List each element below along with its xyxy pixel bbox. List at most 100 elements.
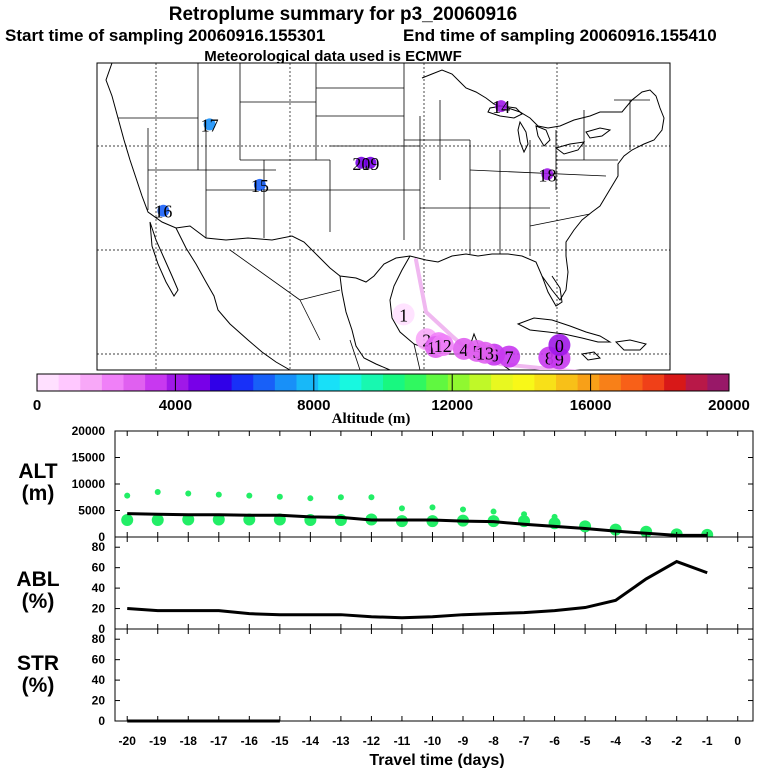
alt-data-point xyxy=(124,492,131,499)
plume-label: 7 xyxy=(505,348,514,368)
plume-marker xyxy=(431,334,454,357)
x-tick-label: -16 xyxy=(241,734,259,748)
x-tick-label: -1 xyxy=(702,734,713,748)
colorbar-tick-label: 16000 xyxy=(570,397,612,414)
plume-marker xyxy=(157,204,170,217)
abl-ytick-label: 40 xyxy=(92,581,106,595)
plume-marker xyxy=(364,156,377,169)
colorbar-cell xyxy=(447,374,470,391)
abl-ytick-label: 80 xyxy=(92,540,106,554)
alt-ytick-label: 10000 xyxy=(72,477,106,491)
abl-ytick-label: 60 xyxy=(92,561,106,575)
x-tick-label: -6 xyxy=(549,734,560,748)
str-ytick-label: 0 xyxy=(98,714,105,728)
str-ytick-label: 60 xyxy=(92,653,106,667)
alt-data-point xyxy=(398,505,405,512)
colorbar-cell xyxy=(577,374,600,391)
alt-data-point xyxy=(460,506,466,513)
plume-label: 14 xyxy=(492,97,510,117)
colorbar-tick-label: 0 xyxy=(33,397,41,414)
x-tick-label: -11 xyxy=(394,734,411,748)
start-time-label: Start time of sampling 20060916.155301 xyxy=(5,26,325,45)
str-ytick-label: 20 xyxy=(92,694,106,708)
plume-label: 13 xyxy=(476,344,494,364)
plume-label: 17 xyxy=(201,115,219,135)
colorbar-cell xyxy=(123,374,146,391)
plume-label: 4 xyxy=(459,340,468,360)
alt-panel: ALT (m) 0 5000 10000 15000 20000 xyxy=(18,424,754,544)
colorbar-cell xyxy=(469,374,492,391)
x-tick-label: -7 xyxy=(519,734,530,748)
plume-marker xyxy=(203,118,216,131)
alt-data-point xyxy=(154,488,161,495)
plume-label: 0 xyxy=(555,336,564,356)
abl-ytick-label: 20 xyxy=(92,602,106,616)
alt-ytick-label: 15000 xyxy=(72,451,106,465)
str-ylabel-line1: STR xyxy=(17,652,59,675)
map-graticule xyxy=(97,63,670,370)
str-ylabel-line2: (%) xyxy=(22,674,55,697)
colorbar-cell xyxy=(210,374,233,391)
alt-data-point xyxy=(121,514,134,527)
alt-data-point xyxy=(579,520,592,533)
plume-label: 2 xyxy=(422,330,431,350)
alt-median-line xyxy=(127,512,708,537)
abl-panel: ABL (%) 0 20 40 60 80 xyxy=(16,536,754,636)
plume-label: 16 xyxy=(154,202,172,222)
x-axis-ticks: -20 -19 -18 -17 -16 -15 -14 -13 -12 -11 -10 -9 -8 -7-… xyxy=(119,431,741,748)
alt-data-point xyxy=(521,511,528,518)
x-tick-label: -8 xyxy=(488,734,499,748)
colorbar-cell xyxy=(80,374,103,391)
x-tick-label: -20 xyxy=(119,734,137,748)
x-tick-label: -4 xyxy=(610,734,621,748)
plume-label: 1 xyxy=(399,305,408,325)
x-tick-label: -3 xyxy=(641,734,652,748)
alt-data-point xyxy=(185,490,192,497)
colorbar-cell xyxy=(145,374,168,391)
colorbar-cell xyxy=(37,374,60,391)
alt-data-point xyxy=(337,494,344,501)
time-series-panels: ALT (m) 0 5000 10000 15000 20000 ABL (%) 0 20… xyxy=(16,424,754,768)
x-tick-label: -2 xyxy=(671,734,682,748)
alt-data-point xyxy=(276,493,283,500)
colorbar-cell xyxy=(599,374,622,391)
alt-data-point xyxy=(182,513,195,526)
x-tick-label: -5 xyxy=(580,734,591,748)
alt-data-point xyxy=(212,513,225,526)
str-frame xyxy=(114,628,754,722)
colorbar-tick-label: 4000 xyxy=(159,397,192,414)
colorbar-label: Altitude (m) xyxy=(332,411,411,427)
x-tick-label: -9 xyxy=(458,734,469,748)
plume-marker xyxy=(392,303,415,326)
alt-ytick-label: 20000 xyxy=(72,424,106,438)
alt-data-point xyxy=(429,504,436,511)
x-tick-label: 0 xyxy=(734,734,741,748)
colorbar-cell xyxy=(512,374,535,391)
colorbar-cell xyxy=(491,374,514,391)
colorbar-cell xyxy=(339,374,362,391)
plume-label: 18 xyxy=(538,165,556,185)
figure-title: Retroplume summary for p3_20060916 xyxy=(169,4,518,25)
plume-markers: 123456789011121314151617181920 xyxy=(154,97,571,370)
met-data-label: Meteorological data used is ECMWF xyxy=(204,48,462,65)
x-tick-label: -14 xyxy=(302,734,320,748)
plume-label: 9 xyxy=(555,349,564,369)
abl-ytick-label: 0 xyxy=(98,622,105,636)
alt-ytick-label: 5000 xyxy=(78,504,105,518)
colorbar-cell xyxy=(58,374,81,391)
str-ytick-label: 40 xyxy=(92,673,106,687)
alt-data-point xyxy=(368,494,375,501)
plume-marker xyxy=(495,100,508,113)
alt-data-point xyxy=(215,491,222,498)
alt-data-point xyxy=(307,495,314,502)
alt-ytick-label: 0 xyxy=(98,530,105,544)
colorbar-cell xyxy=(361,374,384,391)
abl-frame xyxy=(114,536,754,630)
colorbar-cell xyxy=(707,374,730,391)
colorbar-tick-label: 12000 xyxy=(431,397,473,414)
colorbar-cell xyxy=(166,374,189,391)
colorbar-cell xyxy=(534,374,557,391)
x-tick-label: -12 xyxy=(363,734,381,748)
plume-label: 20 xyxy=(352,154,370,174)
